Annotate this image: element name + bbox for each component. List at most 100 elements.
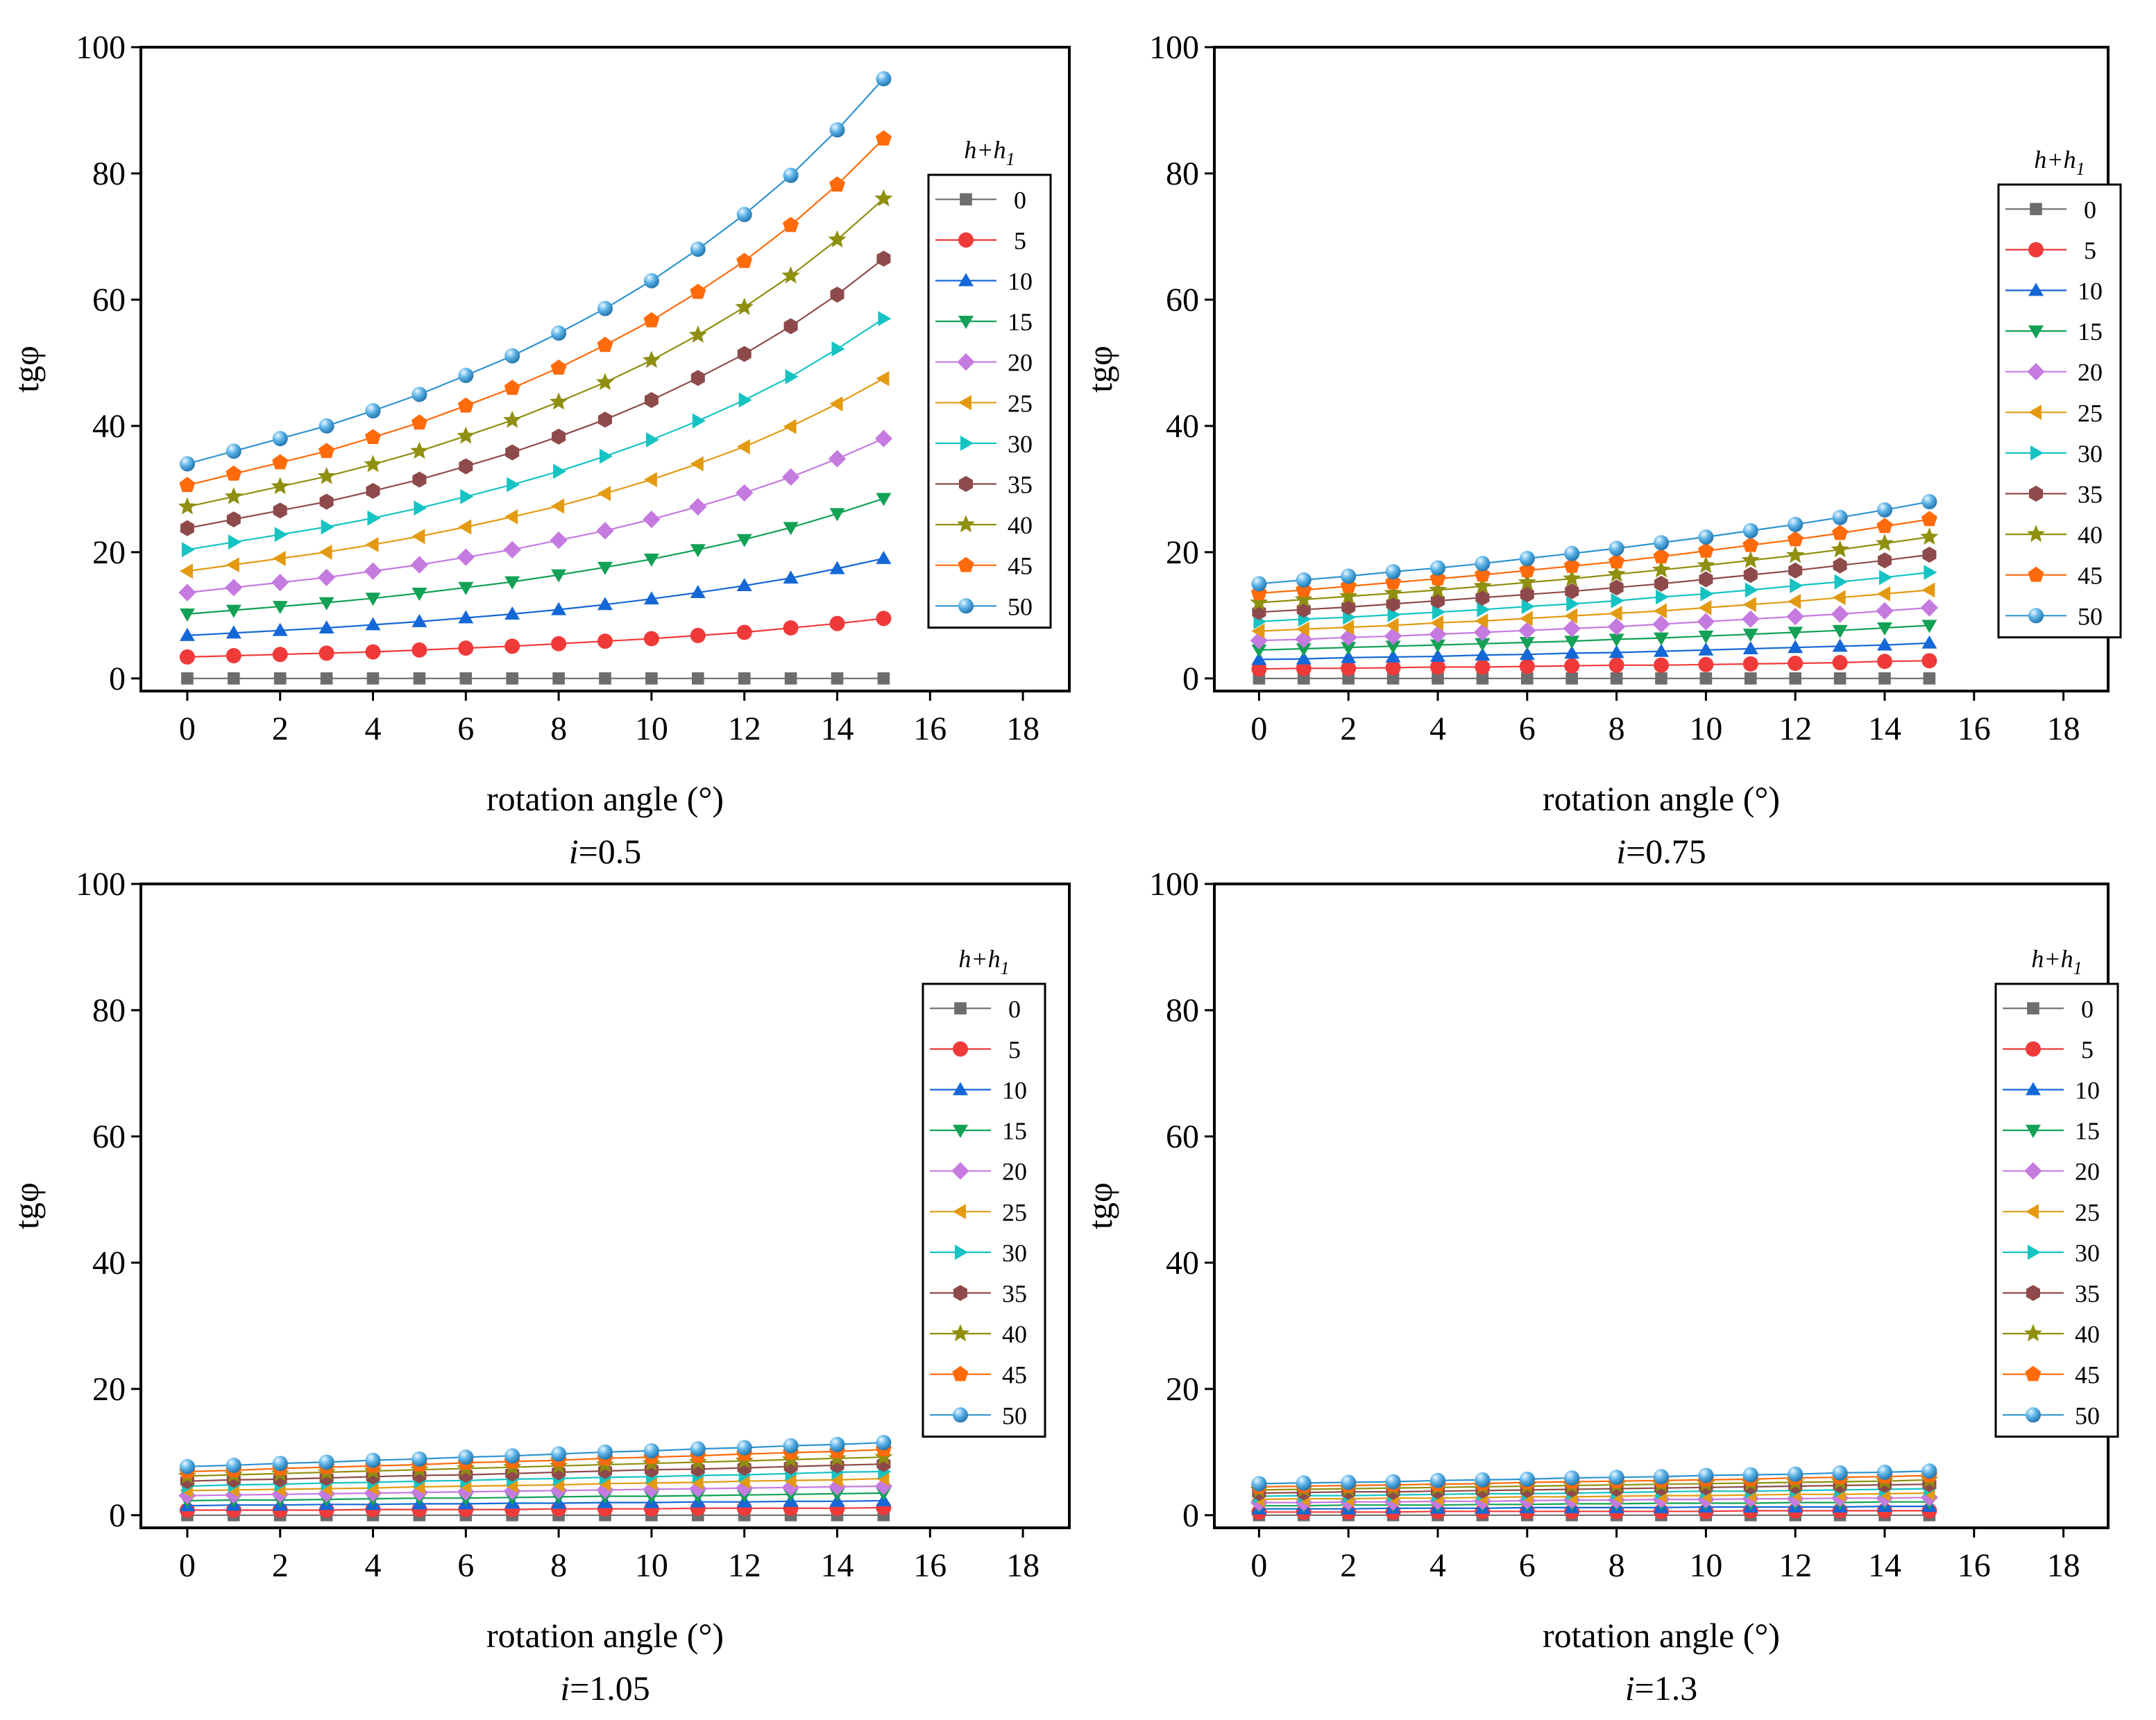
x-tick-label: 16 <box>913 710 947 747</box>
data-point <box>737 346 752 362</box>
data-point <box>226 465 242 481</box>
data-point <box>783 216 799 232</box>
data-point <box>738 392 752 408</box>
data-point <box>411 414 427 430</box>
data-point <box>272 551 286 566</box>
legend-title-subscript: 1 <box>1001 958 1010 978</box>
legend-marker <box>2026 1082 2041 1096</box>
data-point <box>1742 1467 1758 1483</box>
data-point <box>1385 660 1401 676</box>
x-tick-label: 14 <box>821 710 854 747</box>
data-point <box>1475 659 1491 675</box>
data-point <box>226 648 241 664</box>
x-tick-label: 6 <box>457 710 474 747</box>
data-point <box>1608 633 1624 647</box>
data-point <box>552 672 565 685</box>
data-point <box>783 418 797 434</box>
data-point <box>506 672 518 685</box>
x-tick-label: 12 <box>728 1547 761 1584</box>
legend-label: 50 <box>1002 1402 1027 1429</box>
series-markers-50 <box>179 71 892 472</box>
legend-label: 20 <box>1008 349 1033 377</box>
legend-label: 25 <box>2078 399 2103 427</box>
legend-title-base: h+h <box>2034 146 2076 173</box>
data-point <box>783 570 799 584</box>
legend-label: 0 <box>2084 196 2096 223</box>
data-point <box>226 604 241 618</box>
data-point <box>226 443 241 459</box>
series-line-20 <box>187 1485 884 1497</box>
y-tick-label: 100 <box>1149 29 1199 66</box>
data-point <box>643 472 657 488</box>
series-line-20 <box>1259 1497 1930 1504</box>
legend-label: 45 <box>2078 562 2103 590</box>
data-point <box>410 441 429 459</box>
data-point <box>1697 613 1715 631</box>
series-markers-15 <box>1251 620 1937 658</box>
data-point <box>1251 623 1265 639</box>
data-point <box>597 561 613 575</box>
data-point <box>504 380 520 395</box>
data-point <box>785 369 799 384</box>
data-point <box>1518 572 1536 590</box>
data-point <box>736 578 752 591</box>
data-point <box>178 1486 196 1505</box>
data-point <box>272 454 289 470</box>
panel-caption: i=1.05 <box>560 1669 650 1708</box>
data-point <box>1834 574 1848 590</box>
series-line-40 <box>187 1456 884 1477</box>
legend-marker <box>960 193 972 206</box>
data-point <box>1698 642 1714 656</box>
data-point <box>1878 672 1891 685</box>
data-point <box>1920 527 1939 545</box>
data-point <box>1654 657 1669 673</box>
y-axis-title: tgφ <box>7 1182 46 1229</box>
data-point <box>736 624 752 640</box>
data-point <box>599 672 611 685</box>
data-point <box>830 287 844 303</box>
legend-marker <box>953 1407 968 1423</box>
data-point <box>876 1471 890 1486</box>
legend-label: 0 <box>2081 995 2094 1023</box>
data-point <box>1250 593 1268 611</box>
data-point <box>504 348 520 364</box>
legend-marker <box>958 556 974 572</box>
series-line-50 <box>187 1442 884 1467</box>
legend-label: 20 <box>1002 1158 1027 1186</box>
caption-variable: i <box>1616 832 1626 871</box>
data-point <box>874 1477 893 1495</box>
series-line-35 <box>187 257 885 529</box>
legend-title: h+h1 <box>2031 945 2082 978</box>
data-point <box>736 534 752 547</box>
legend-title-subscript: 1 <box>2073 958 2082 978</box>
data-point <box>178 497 196 515</box>
caption-value: =0.5 <box>579 832 642 871</box>
data-point <box>1429 625 1447 643</box>
data-point <box>318 568 336 586</box>
data-point <box>831 341 845 357</box>
data-point <box>1742 656 1758 672</box>
data-point <box>179 627 195 641</box>
data-point <box>1788 593 1801 609</box>
y-tick-label: 80 <box>1166 992 1199 1029</box>
data-point <box>272 431 288 447</box>
data-point <box>458 640 474 656</box>
caption-value: =1.05 <box>570 1669 650 1708</box>
data-point <box>1386 672 1400 685</box>
data-point <box>1428 580 1448 598</box>
data-point <box>366 483 380 500</box>
data-point <box>1654 575 1668 592</box>
plot-frame <box>1213 883 2110 1529</box>
legend-label: 50 <box>2078 602 2103 630</box>
y-tick-label: 40 <box>92 408 126 445</box>
data-point <box>1608 1470 1624 1485</box>
x-axis-title: rotation angle (°) <box>486 1616 724 1655</box>
data-point <box>877 672 890 685</box>
legend-marker <box>953 1041 968 1057</box>
legend-marker <box>2027 1002 2039 1015</box>
data-point <box>690 627 706 643</box>
data-point <box>645 672 658 685</box>
